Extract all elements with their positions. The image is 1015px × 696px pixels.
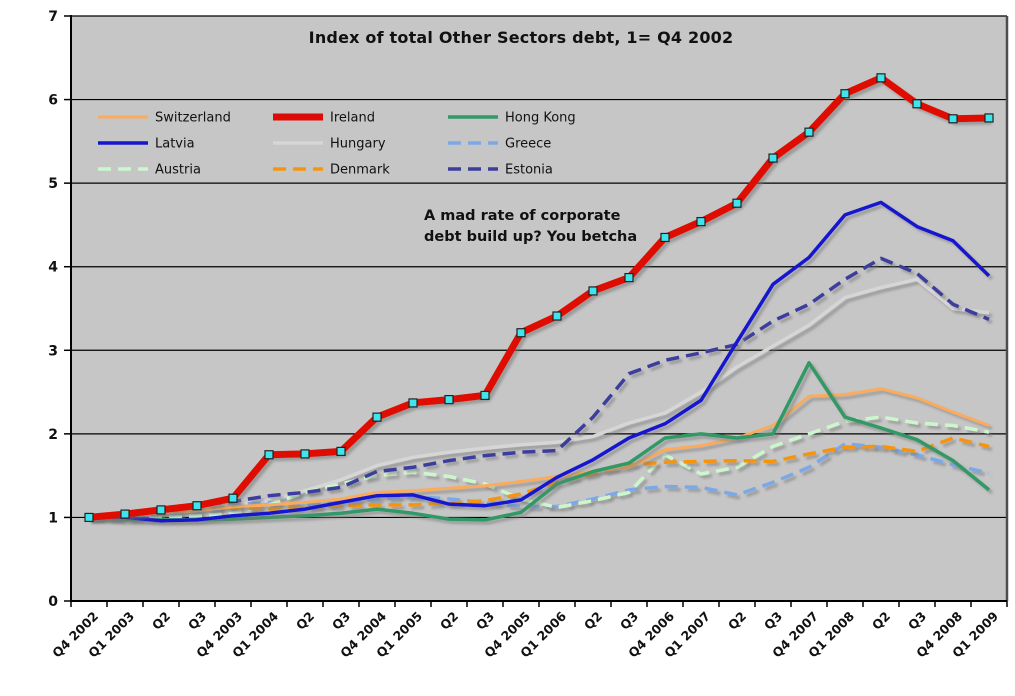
legend-label-estonia: Estonia: [505, 163, 553, 178]
legend-item-hong-kong: Hong Kong: [448, 111, 576, 126]
x-axis-label: Q3: [185, 609, 209, 633]
x-axis-label: Q2: [293, 609, 317, 633]
annotation-line-1: A mad rate of corporate: [424, 208, 621, 224]
legend-label-austria: Austria: [155, 163, 201, 178]
series-line-greece: [88, 442, 990, 520]
legend-item-austria: Austria: [98, 163, 201, 178]
x-axis-label: Q3: [905, 609, 929, 633]
ireland-marker: [516, 328, 526, 338]
ireland-marker: [984, 113, 994, 123]
ireland-marker: [192, 501, 202, 511]
x-axis-label: Q3: [329, 609, 353, 633]
chart-annotation: A mad rate of corporate debt build up? Y…: [424, 206, 637, 248]
ireland-marker: [372, 412, 382, 422]
series-line-austria: [88, 415, 990, 521]
legend-item-hungary: Hungary: [273, 137, 386, 152]
series-line-latvia: [89, 200, 991, 523]
ireland-marker: [480, 390, 490, 401]
legend-item-denmark: Denmark: [273, 163, 390, 178]
ireland-marker: [948, 114, 958, 124]
x-axis-label: Q2: [149, 609, 173, 633]
ireland-marker: [120, 509, 130, 519]
ireland-marker: [156, 505, 166, 515]
annotation-line-2: debt build up? You betcha: [424, 229, 638, 245]
series-line-estonia: [88, 256, 990, 520]
ireland-marker: [588, 286, 598, 296]
x-axis-label: Q3: [473, 609, 497, 633]
ireland-marker: [228, 493, 238, 503]
legend-label-latvia: Latvia: [155, 137, 195, 152]
ireland-marker: [912, 99, 922, 109]
legend-item-greece: Greece: [448, 137, 551, 152]
y-axis-label: 0: [48, 594, 58, 610]
y-axis-label: 6: [48, 93, 58, 109]
y-axis-label: 3: [48, 343, 58, 359]
ireland-marker: [840, 89, 850, 99]
ireland-marker: [624, 272, 634, 283]
legend-item-ireland: Ireland: [273, 111, 375, 126]
x-axis-label: Q2: [869, 609, 893, 633]
ireland-marker: [264, 450, 274, 460]
ireland-marker: [408, 398, 418, 408]
y-axis-label: 1: [48, 510, 58, 526]
ireland-marker: [732, 198, 742, 208]
legend-item-estonia: Estonia: [448, 163, 553, 178]
ireland-marker: [660, 232, 670, 243]
legend-item-switzerland: Switzerland: [98, 111, 231, 126]
ireland-marker: [84, 512, 94, 523]
ireland-marker: [876, 73, 886, 83]
series-line-ireland: [88, 74, 990, 521]
legend-label-greece: Greece: [505, 137, 551, 152]
series-line-switzerland: [88, 387, 990, 519]
ireland-marker: [336, 446, 346, 457]
ireland-marker: [552, 311, 562, 321]
x-axis-label: Q3: [761, 609, 785, 633]
ireland-marker: [444, 394, 454, 405]
legend-label-switzerland: Switzerland: [155, 111, 231, 126]
plot-area: [71, 16, 1007, 601]
x-axis-label: Q3: [617, 609, 641, 633]
y-axis-label: 2: [48, 427, 58, 443]
chart-title: Index of total Other Sectors debt, 1= Q4…: [308, 28, 734, 47]
x-axis-label: Q2: [725, 609, 749, 633]
ireland-marker: [696, 216, 706, 227]
ireland-marker: [804, 127, 814, 137]
legend-item-latvia: Latvia: [98, 137, 195, 152]
y-axis-label: 5: [48, 176, 58, 192]
x-axis-label: Q2: [581, 609, 605, 633]
legend-label-ireland: Ireland: [330, 111, 375, 126]
series-line-hong-kong: [88, 361, 991, 522]
x-axis-label: Q2: [437, 609, 461, 633]
y-axis-label: 4: [48, 260, 58, 276]
legend-label-hong-kong: Hong Kong: [505, 111, 576, 126]
ireland-marker: [300, 449, 310, 459]
legend-label-denmark: Denmark: [330, 163, 390, 178]
legend-label-hungary: Hungary: [330, 137, 386, 152]
y-axis-label: 7: [48, 9, 58, 25]
ireland-marker: [768, 153, 778, 163]
